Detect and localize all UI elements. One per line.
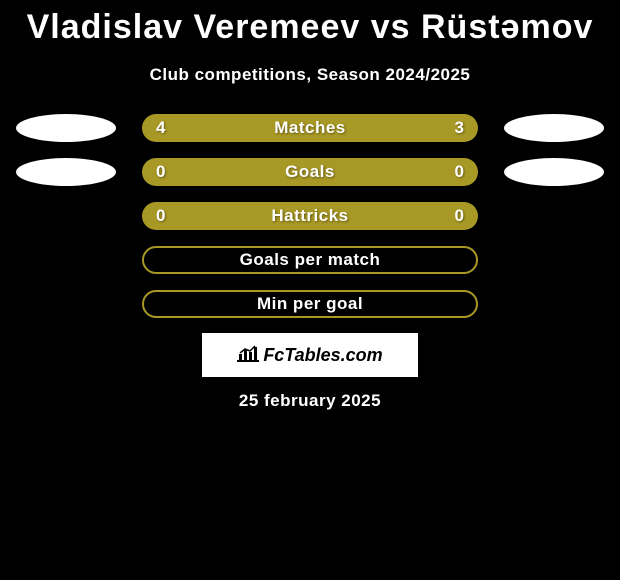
team-marker-right [504, 158, 604, 186]
date: 25 february 2025 [0, 391, 620, 411]
stat-label: Goals [285, 162, 335, 182]
stat-row: 0 Hattricks 0 [0, 201, 620, 231]
stat-row: Goals per match [0, 245, 620, 275]
stat-value-left: 4 [156, 118, 165, 138]
team-marker-right [504, 114, 604, 142]
stat-value-right: 3 [455, 118, 464, 138]
stat-label: Goals per match [240, 250, 381, 270]
stat-bar: Min per goal [142, 290, 478, 318]
stat-bar: 4 Matches 3 [142, 114, 478, 142]
team-marker-left [16, 114, 116, 142]
stat-label: Hattricks [271, 206, 348, 226]
stat-row: 0 Goals 0 [0, 157, 620, 187]
spacer [504, 202, 604, 230]
stat-rows: 4 Matches 3 0 Goals 0 0 Hattricks 0 Goals per mat… [0, 113, 620, 319]
stat-value-left: 0 [156, 162, 165, 182]
stat-bar: Goals per match [142, 246, 478, 274]
chart-icon [237, 344, 259, 367]
stat-value-right: 0 [455, 162, 464, 182]
logo: FcTables.com [237, 344, 382, 367]
stat-bar: 0 Hattricks 0 [142, 202, 478, 230]
subtitle: Club competitions, Season 2024/2025 [0, 65, 620, 85]
comparison-card: Vladislav Veremeev vs Rüstəmov Club comp… [0, 0, 620, 411]
title: Vladislav Veremeev vs Rüstəmov [0, 8, 620, 47]
team-marker-left [16, 158, 116, 186]
spacer [504, 290, 604, 318]
logo-text: FcTables.com [263, 345, 382, 366]
stat-value-left: 0 [156, 206, 165, 226]
stat-label: Matches [274, 118, 346, 138]
spacer [16, 246, 116, 274]
stat-row: 4 Matches 3 [0, 113, 620, 143]
stat-bar: 0 Goals 0 [142, 158, 478, 186]
stat-label: Min per goal [257, 294, 363, 314]
spacer [16, 290, 116, 318]
spacer [504, 246, 604, 274]
stat-value-right: 0 [455, 206, 464, 226]
spacer [16, 202, 116, 230]
stat-row: Min per goal [0, 289, 620, 319]
logo-box: FcTables.com [202, 333, 418, 377]
